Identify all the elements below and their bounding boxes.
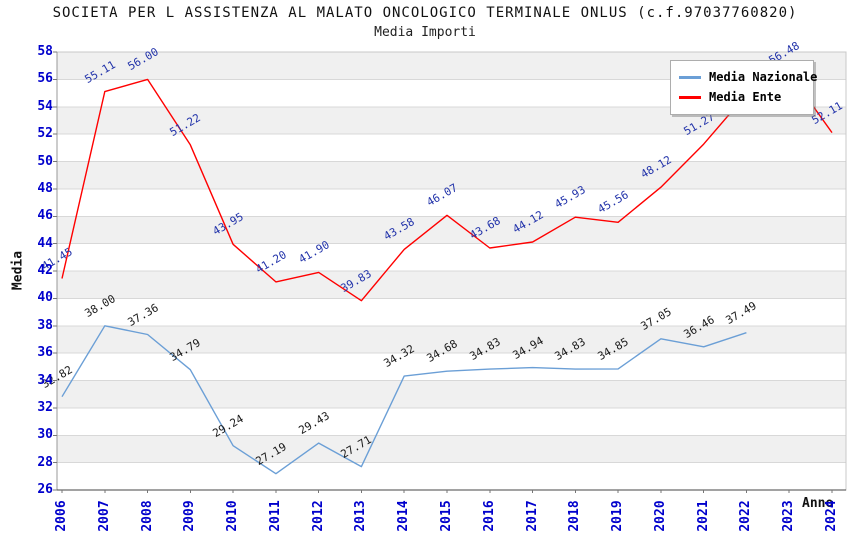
background-band <box>57 325 846 354</box>
background-band <box>57 462 846 490</box>
media-ente-line <box>61 72 833 302</box>
legend-swatch-nazionale <box>679 75 701 79</box>
background-band <box>57 188 846 217</box>
background-band <box>57 353 846 381</box>
background-band <box>57 243 846 271</box>
background-band <box>57 134 846 162</box>
background-band <box>57 271 846 299</box>
background-band <box>57 380 846 408</box>
chart-title: SOCIETA PER L ASSISTENZA AL MALATO ONCOL… <box>52 5 798 21</box>
background-band <box>57 407 846 436</box>
background-band <box>57 216 846 244</box>
legend-row-nazionale: Media Nazionale <box>671 67 817 87</box>
background-band <box>57 435 846 463</box>
background-band <box>57 298 846 326</box>
legend-row-ente: Media Ente <box>671 87 813 107</box>
legend-label-ente: Media Ente <box>709 90 782 104</box>
legend-swatch-ente <box>679 95 701 99</box>
legend: Media Nazionale Media Ente <box>670 60 817 115</box>
background-band <box>57 161 846 189</box>
media-nazionale-line <box>61 325 747 475</box>
chart-subtitle: Media Importi <box>374 25 476 40</box>
legend-label-nazionale: Media Nazionale <box>709 70 818 84</box>
